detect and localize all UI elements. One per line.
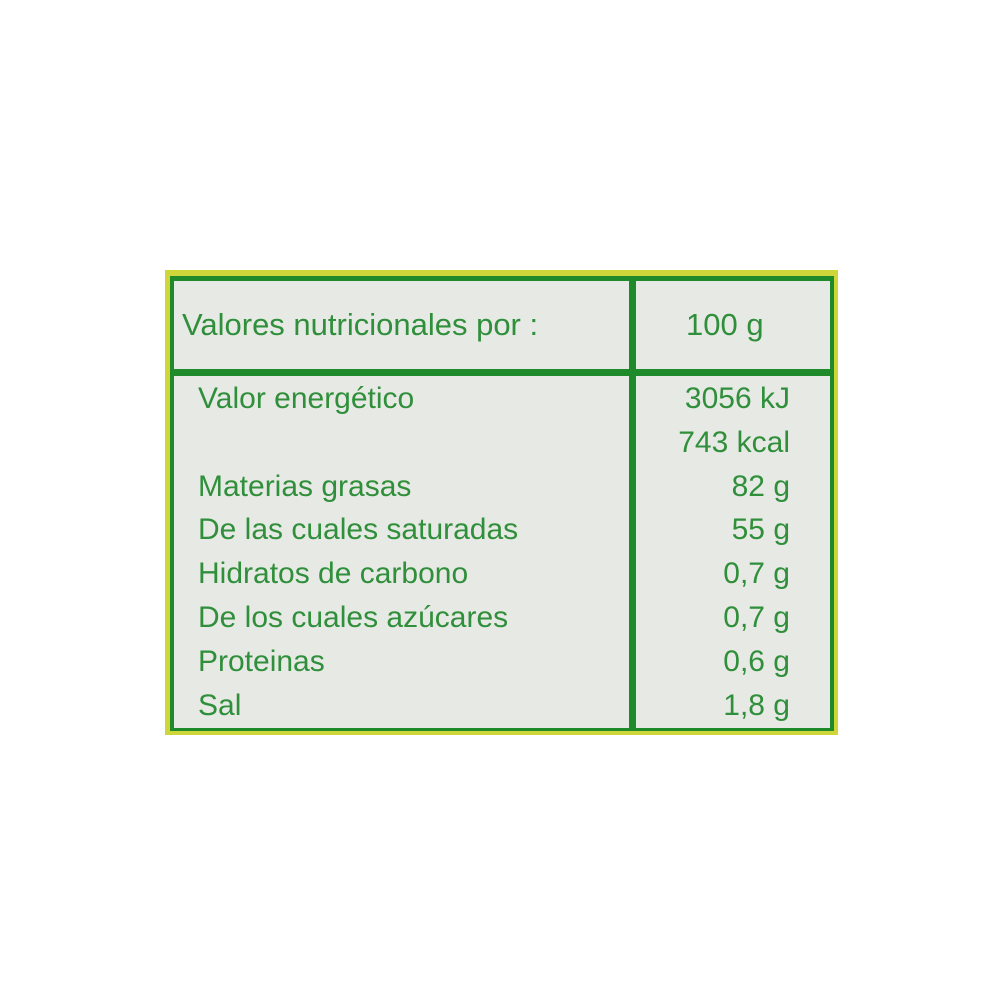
nutrient-label: Hidratos de carbono: [198, 557, 469, 591]
nutrient-value: 82 g: [731, 469, 790, 503]
nutrient-label: Proteinas: [198, 644, 325, 678]
header-label: Valores nutricionales por :: [182, 307, 539, 342]
nutrient-label: Valor energético: [198, 382, 415, 415]
nutrient-label: De los cuales azúcares: [198, 601, 509, 634]
nutrient-value: 0,7 g: [723, 601, 790, 634]
header-label-cell: Valores nutricionales por :: [174, 281, 629, 369]
nutrient-value: 0,7 g: [723, 557, 790, 591]
nutrient-labels-column: Valor energético Materias grasas De las cu…: [174, 376, 629, 728]
nutrient-value: 1,8 g: [723, 688, 790, 722]
nutrient-value: 0,6 g: [723, 644, 790, 678]
nutrient-label: Sal: [198, 688, 242, 722]
nutrient-values-column: 3056 kJ 743 kcal 82 g 55 g 0,7 g 0,7 g 0,6 g 1,…: [636, 376, 830, 728]
nutrient-label: Materias grasas: [198, 469, 412, 503]
nutrient-value: 743 kcal: [678, 425, 790, 459]
nutrient-label: De las cuales saturadas: [198, 513, 519, 547]
header-value-cell: 100 g: [636, 281, 830, 369]
nutrient-value: 55 g: [731, 513, 790, 547]
header-value: 100 g: [686, 307, 764, 342]
nutrient-value: 3056 kJ: [684, 382, 790, 415]
